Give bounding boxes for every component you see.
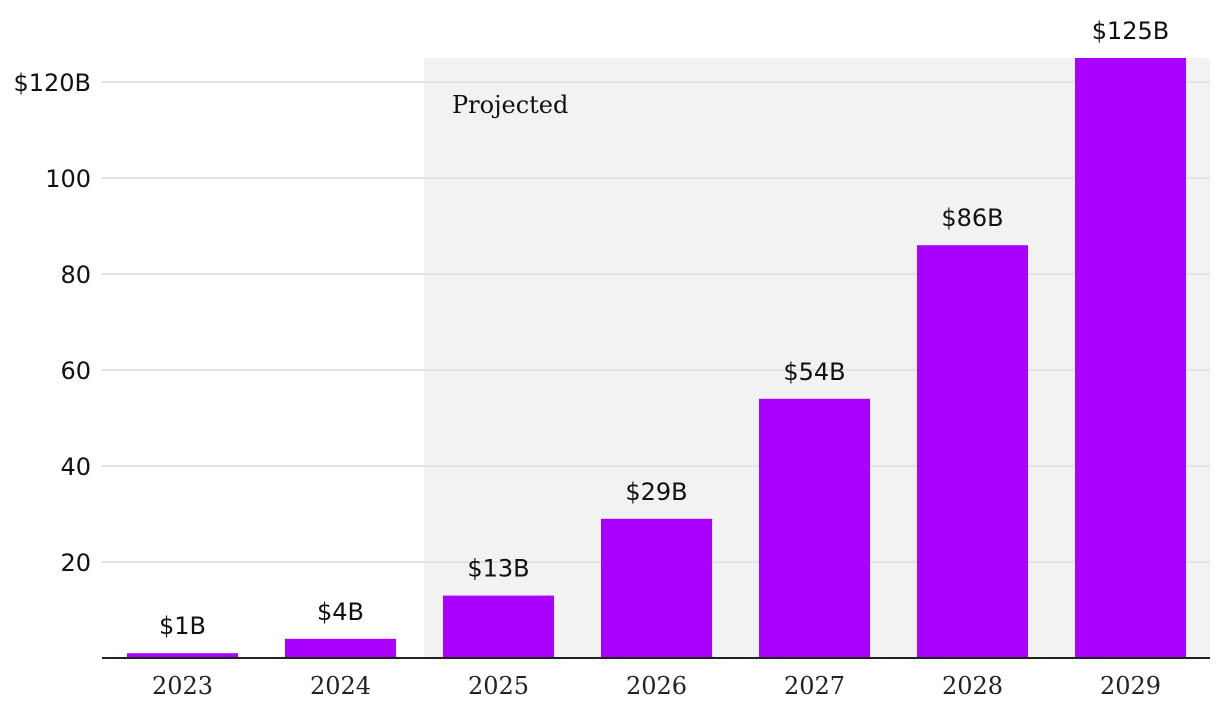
bar-value-label: $125B <box>1092 17 1170 45</box>
x-tick-label: 2028 <box>942 672 1003 700</box>
bar <box>601 518 712 658</box>
y-tick-label: 20 <box>60 549 91 577</box>
bar-value-label: $86B <box>941 204 1003 232</box>
bar-value-label: $29B <box>625 478 687 506</box>
bar <box>285 638 396 658</box>
bar <box>1075 58 1186 658</box>
x-tick-label: 2025 <box>468 672 529 700</box>
x-tick-label: 2027 <box>784 672 845 700</box>
gridlines <box>102 81 1210 563</box>
projected-label: Projected <box>452 91 568 119</box>
y-tick-label: $120B <box>13 69 91 97</box>
bar <box>443 595 554 658</box>
bar <box>127 653 238 658</box>
x-tick-label: 2023 <box>152 672 213 700</box>
y-tick-labels: 20 40 60 80 100 $120B <box>13 69 91 577</box>
value-labels: $1B $4B $13B $29B $54B $86B $125B <box>159 17 1169 640</box>
bar <box>917 245 1028 658</box>
x-tick-labels: 2023 2024 2025 2026 2027 2028 2029 <box>152 672 1161 700</box>
bar-value-label: $54B <box>783 358 845 386</box>
y-tick-label: 100 <box>45 165 91 193</box>
y-tick-label: 60 <box>60 357 91 385</box>
bars <box>127 58 1186 658</box>
bar-value-label: $4B <box>317 598 364 626</box>
x-tick-label: 2024 <box>310 672 371 700</box>
x-tick-label: 2026 <box>626 672 687 700</box>
y-tick-label: 40 <box>60 453 91 481</box>
y-tick-label: 80 <box>60 261 91 289</box>
bar-value-label: $13B <box>467 555 529 583</box>
bar <box>759 398 870 658</box>
bar-value-label: $1B <box>159 612 206 640</box>
x-tick-label: 2029 <box>1100 672 1161 700</box>
